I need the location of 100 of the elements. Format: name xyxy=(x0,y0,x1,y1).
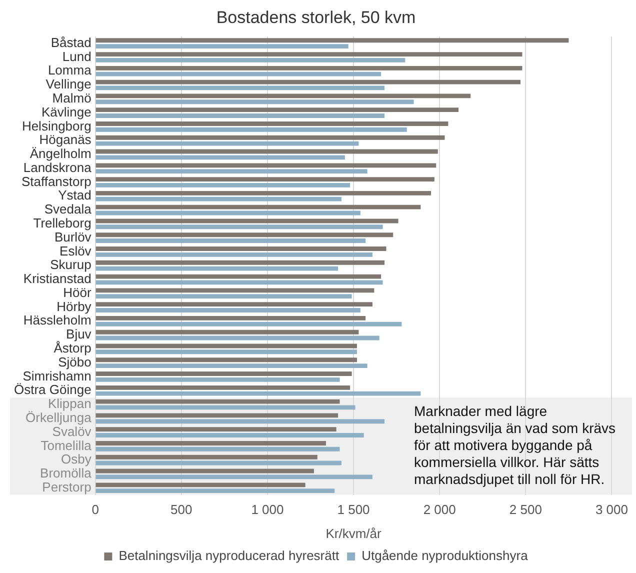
y-tick-label: Båstad xyxy=(50,34,92,50)
y-tick-label: Osby xyxy=(60,452,92,467)
bar xyxy=(96,322,402,326)
bar xyxy=(96,204,421,210)
x-tick-label: 1 000 xyxy=(251,502,284,518)
bar xyxy=(96,308,360,312)
x-tick-label: 2 000 xyxy=(423,502,456,518)
y-tick-label: Klippan xyxy=(48,396,92,412)
y-tick-label: Vellinge xyxy=(46,76,92,92)
bar xyxy=(96,163,436,168)
bar xyxy=(96,427,336,432)
bar xyxy=(96,358,357,362)
bar xyxy=(96,246,386,251)
x-tick-label: 1 500 xyxy=(337,502,370,518)
y-tick-label: Bjuv xyxy=(66,326,92,342)
bar xyxy=(96,433,364,438)
bar xyxy=(96,252,372,257)
bar xyxy=(96,280,383,285)
legend-label: Betalningsvilja nyproducerad hyresrätt xyxy=(118,548,340,564)
bar xyxy=(96,260,385,265)
bar xyxy=(96,413,338,418)
y-tick-label: Skurup xyxy=(50,257,92,272)
y-tick-label: Staffanstorp xyxy=(21,174,92,189)
bar xyxy=(96,58,406,62)
bar xyxy=(96,419,385,424)
bar xyxy=(96,141,359,146)
bar xyxy=(96,44,348,49)
bar xyxy=(96,482,306,488)
bar xyxy=(96,114,385,118)
bar xyxy=(96,238,366,243)
bar xyxy=(96,274,382,279)
bar xyxy=(96,474,372,480)
bar xyxy=(96,468,314,474)
bar xyxy=(96,149,438,154)
bar xyxy=(96,177,434,182)
y-tick-label: Lomma xyxy=(48,62,92,78)
bar xyxy=(96,316,366,320)
bar xyxy=(96,350,357,354)
bar xyxy=(96,330,359,334)
bar xyxy=(96,182,350,188)
bar xyxy=(96,94,471,98)
y-tick-label: Kävlinge xyxy=(41,104,92,120)
bar xyxy=(96,52,522,56)
bar xyxy=(96,232,394,238)
band-label: Marknader med lägre betalningsvilja än vad som krävs för att motivera byggande på kommersiella villkor. Här sätts marknadsdjupet till noll för HR. xyxy=(414,403,616,488)
bar xyxy=(96,127,407,132)
x-tick-label: 3 000 xyxy=(595,502,628,518)
bar xyxy=(96,38,569,43)
y-tick-label: Åstorp xyxy=(54,340,92,356)
bar xyxy=(96,190,431,196)
y-tick-label: Tomelilla xyxy=(40,438,92,453)
bar xyxy=(96,336,380,340)
bar xyxy=(96,86,385,90)
x-tick-label: 0 xyxy=(92,502,99,518)
y-tick-label: Burlöv xyxy=(54,229,92,244)
y-tick-label: Svalöv xyxy=(52,424,92,439)
y-tick-label: Perstorp xyxy=(42,479,92,494)
y-tick-label: Höganäs xyxy=(39,132,92,148)
bar xyxy=(96,399,340,404)
bar xyxy=(96,218,398,224)
bar xyxy=(96,488,335,494)
bar xyxy=(96,169,368,174)
bar xyxy=(96,372,352,376)
y-tick-label: Höör xyxy=(63,284,92,300)
bar xyxy=(96,454,318,460)
x-tick-label: 500 xyxy=(170,502,192,518)
bar xyxy=(96,391,421,396)
y-tick-label: Simrishamn xyxy=(22,368,92,384)
bar xyxy=(96,460,342,466)
y-tick-label: Kristianstad xyxy=(23,271,92,286)
y-tick-label: Ängelholm xyxy=(30,146,92,162)
bar xyxy=(96,344,357,348)
bar xyxy=(96,405,356,410)
y-tick-label: Sjöbo xyxy=(58,354,92,370)
bar xyxy=(96,441,326,446)
y-tick-label: Östra Göinge xyxy=(14,382,92,398)
bar xyxy=(96,377,340,382)
y-tick-label: Eslöv xyxy=(60,243,92,258)
bar xyxy=(96,135,445,140)
legend-label: Utgående nyproduktionshyra xyxy=(362,548,529,564)
y-tick-label: Malmö xyxy=(52,90,92,106)
bar xyxy=(96,364,368,368)
bar xyxy=(96,294,352,299)
bar xyxy=(96,100,414,104)
bar xyxy=(96,266,338,271)
bar xyxy=(96,108,459,112)
y-tick-label: Bromölla xyxy=(40,466,92,481)
y-tick-label: Hörby xyxy=(56,298,92,314)
bar xyxy=(96,72,382,76)
bar xyxy=(96,66,522,70)
y-tick-label: Örkelljunga xyxy=(26,410,92,425)
bar xyxy=(96,196,342,202)
bar xyxy=(96,385,350,390)
y-tick-label: Landskrona xyxy=(23,160,92,175)
bar xyxy=(96,302,372,307)
bar xyxy=(96,122,448,126)
x-tick-label: 2 500 xyxy=(509,502,542,518)
bar xyxy=(96,446,340,452)
y-tick-label: Trelleborg xyxy=(33,216,92,231)
y-tick-label: Ystad xyxy=(58,188,92,203)
